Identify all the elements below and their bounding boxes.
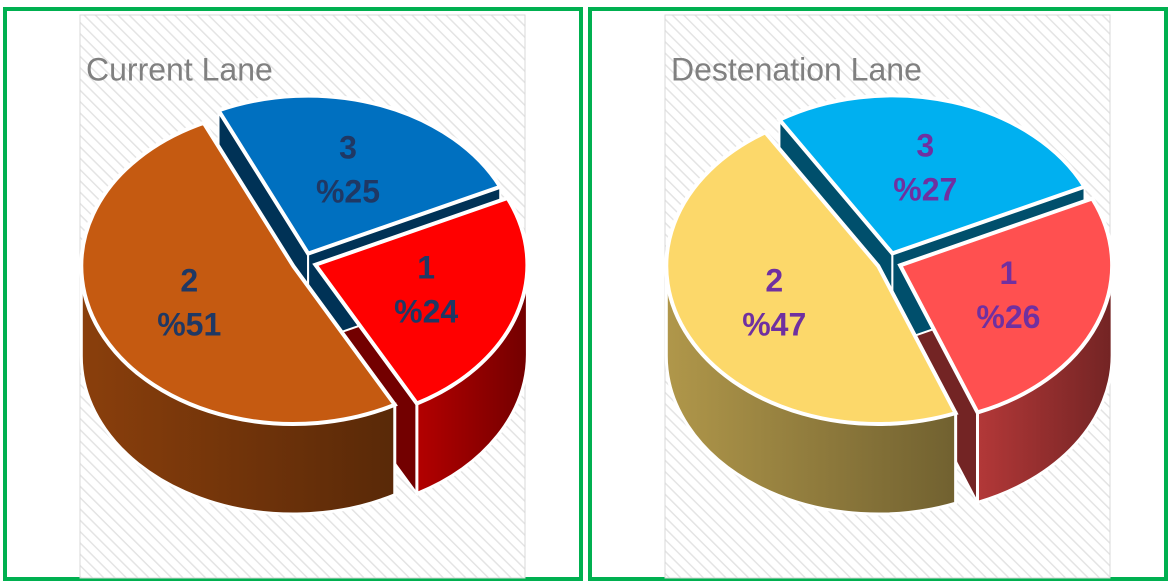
slice-value-label: %25 [316,173,380,209]
slice-value-label: %27 [893,172,957,208]
pie-slice [79,120,398,427]
slice-category: 1 [417,249,435,285]
pie-slice [215,93,504,257]
slice-value-label: %26 [976,299,1040,335]
slice-category: 1 [1000,255,1018,291]
panel-border [3,7,583,581]
pie-slice [312,195,530,406]
slice-value-label: %51 [157,307,221,343]
slice-category: 3 [916,128,934,164]
slice-category: 2 [765,263,783,299]
pie-slice [897,196,1115,415]
slice-tops [79,93,530,427]
panel-border [588,7,1168,581]
chart-title: Destenation Lane [671,51,922,87]
chart-title: Current Lane [86,51,273,87]
slice-category: 2 [180,263,198,299]
pie-slice [664,129,959,426]
slice-value-label: %24 [394,293,458,329]
slice-category: 3 [339,129,357,165]
slice-tops [664,93,1115,426]
slice-value-label: %47 [742,307,806,343]
pie-slice [776,93,1088,256]
